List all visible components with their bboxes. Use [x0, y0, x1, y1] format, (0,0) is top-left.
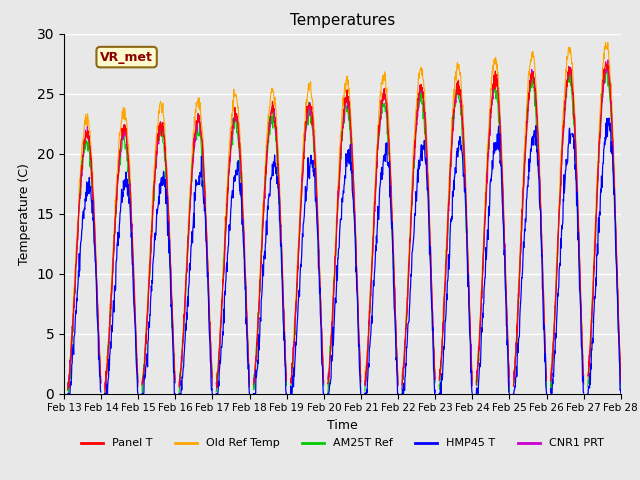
X-axis label: Time: Time	[327, 419, 358, 432]
Y-axis label: Temperature (C): Temperature (C)	[18, 163, 31, 264]
Title: Temperatures: Temperatures	[290, 13, 395, 28]
Text: VR_met: VR_met	[100, 50, 153, 63]
Legend: Panel T, Old Ref Temp, AM25T Ref, HMP45 T, CNR1 PRT: Panel T, Old Ref Temp, AM25T Ref, HMP45 …	[77, 434, 608, 453]
